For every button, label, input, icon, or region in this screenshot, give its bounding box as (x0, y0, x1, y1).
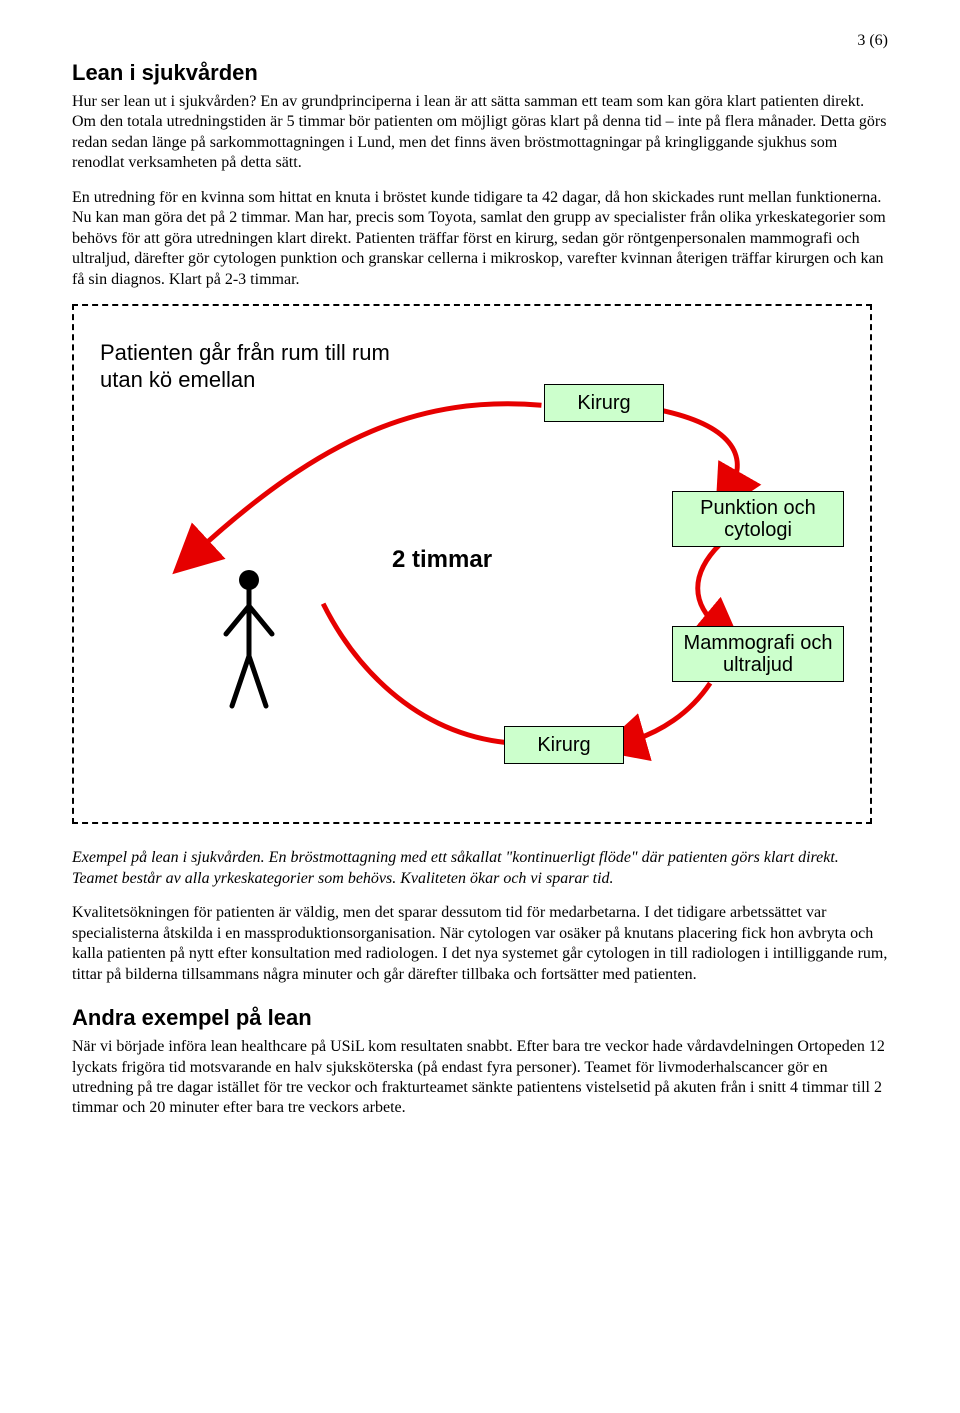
box-kirurg-top: Kirurg (544, 384, 664, 422)
diagram-continuous-flow: Patienten går från rum till rum utan kö … (72, 304, 872, 824)
figure-caption: Exempel på lean i sjukvården. En bröstmo… (72, 848, 888, 889)
heading-other-examples: Andra exempel på lean (72, 1005, 888, 1031)
paragraph-example: En utredning för en kvinna som hittat en… (72, 188, 888, 290)
box-punktion: Punktion och cytologi (672, 491, 844, 547)
heading-lean-sjukvarden: Lean i sjukvården (72, 60, 888, 86)
paragraph-intro: Hur ser lean ut i sjukvården? En av grun… (72, 92, 888, 174)
box-kirurg-bottom: Kirurg (504, 726, 624, 764)
person-icon (214, 566, 284, 716)
diagram-center-label: 2 timmar (392, 546, 492, 574)
diagram-note: Patienten går från rum till rum utan kö … (100, 340, 410, 393)
paragraph-results: När vi började införa lean healthcare på… (72, 1037, 888, 1119)
page-number: 3 (6) (857, 32, 888, 50)
box-mammografi: Mammografi och ultraljud (672, 626, 844, 682)
paragraph-quality: Kvalitetsökningen för patienten är väldi… (72, 903, 888, 985)
